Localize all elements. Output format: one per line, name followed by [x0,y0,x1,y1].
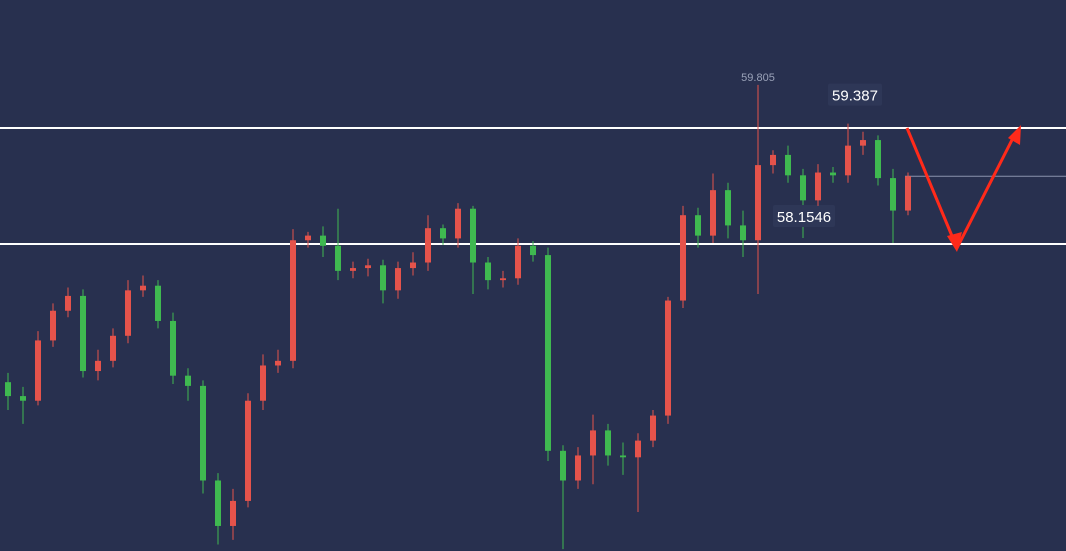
label-badge [773,204,835,227]
candle-body [800,175,806,201]
candle-body [5,382,11,397]
label-badge [828,83,882,106]
candle-body [545,255,551,451]
candle-body [530,245,536,256]
candle-body [200,385,206,481]
candle-body [725,190,731,226]
plot: 59.805 58.1546 59.387 [0,72,1066,550]
candle-body [650,415,656,441]
candle-body [590,430,596,456]
candle-body [50,310,56,341]
candle-body [710,190,716,236]
candle-body [305,235,311,241]
candle-body [440,228,446,239]
forecast-arrow [905,125,1021,252]
candle-body [575,455,581,481]
candle-body [395,268,401,291]
candle-body [140,285,146,291]
candle-body [860,140,866,146]
candle-body [125,290,131,336]
candle-body [845,145,851,176]
candle-body [620,455,626,458]
candle-body [260,365,266,401]
candle-body [80,295,86,372]
candle-body [785,154,791,176]
candle-body [665,300,671,416]
high-label: 59.805 [741,72,775,84]
candle-body [680,215,686,301]
candle-body [230,500,236,526]
candle-body [215,480,221,526]
candle-body [755,165,761,241]
candle-body [605,430,611,456]
candle-body [185,375,191,386]
candle-body [245,400,251,501]
candle-body [875,140,881,179]
candle-body [110,335,116,361]
candle-body [350,268,356,271]
candle-body [380,265,386,291]
candle-body [515,245,521,279]
candle-body [335,245,341,271]
candle-body [275,360,281,366]
candle-body [635,440,641,458]
candle-body [155,285,161,321]
candle-body [470,208,476,263]
candle-body [695,215,701,236]
candle-body [95,360,101,372]
candle-body [20,396,26,401]
candle-body [770,154,776,166]
candle-body [365,265,371,269]
high-label: 59.387 [832,88,878,105]
candle-body [815,172,821,201]
low-label: 58.1546 [777,209,831,226]
candle-body [560,450,566,481]
candle-body [170,320,176,376]
candle-body [890,178,896,211]
candle-body [455,208,461,239]
arrow-head [1008,125,1021,145]
candle-body [830,172,836,176]
candle-body [35,340,41,401]
candle-body [290,240,296,361]
candle-body [410,262,416,269]
candle-body [320,235,326,246]
candle-body [740,225,746,241]
candle-body [425,228,431,263]
candle-body [905,176,911,211]
candle-body [485,262,491,281]
candle-body [65,295,71,311]
arrow-head [947,232,962,252]
candle-body [500,278,506,281]
